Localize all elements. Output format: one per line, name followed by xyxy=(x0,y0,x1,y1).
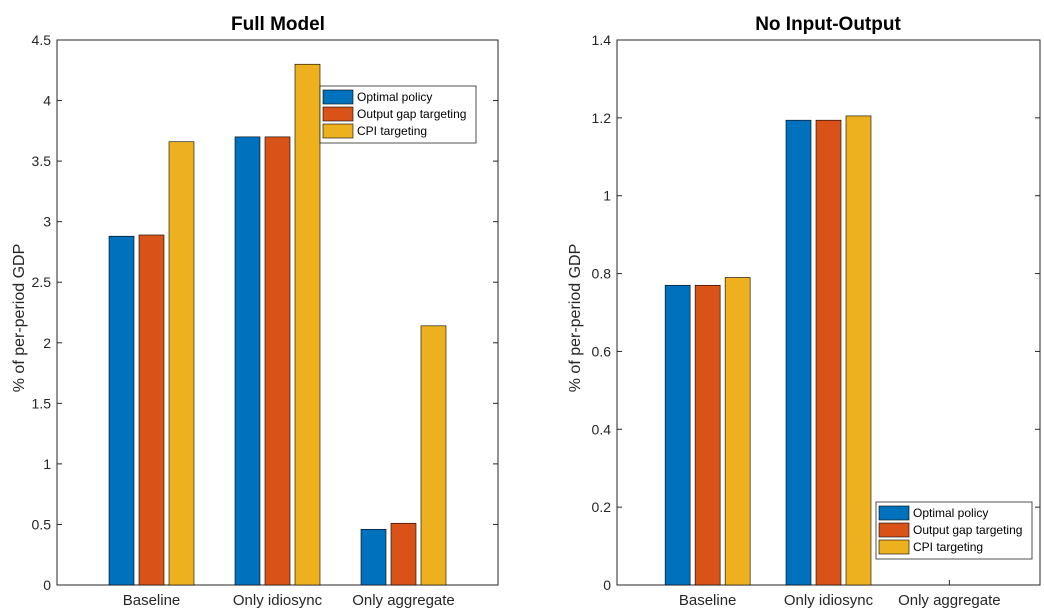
y-tick-label: 3 xyxy=(43,214,51,230)
legend-swatch xyxy=(322,89,354,105)
y-tick-label: 0.5 xyxy=(32,516,52,532)
legend-entry: CPI targeting xyxy=(357,124,427,138)
y-tick-label: 4 xyxy=(43,93,51,109)
bar xyxy=(138,234,165,586)
plot-area: 0 0.2 0.4 0.6 0.8 1 1.2 1.4 Baseline Only idiosyn… xyxy=(592,32,1041,609)
y-tick-label: 3.5 xyxy=(32,153,52,169)
legend-entry: Output gap targeting xyxy=(913,523,1022,537)
y-tick-label: 1.4 xyxy=(592,32,612,48)
bar xyxy=(264,136,291,586)
bar xyxy=(724,277,751,586)
y-tick-label: 1.5 xyxy=(32,395,52,411)
bar xyxy=(168,141,195,586)
legend-entry: Optimal policy xyxy=(357,90,432,104)
bar xyxy=(785,119,812,586)
legend-swatch xyxy=(878,505,910,521)
y-tick-label: 1.2 xyxy=(592,110,612,126)
bar xyxy=(108,235,135,586)
legend-entry: Output gap targeting xyxy=(357,107,466,121)
y-axis-label: % of per-period GDP xyxy=(567,244,584,393)
x-tick-label: Only idiosync xyxy=(233,592,323,609)
bar xyxy=(420,325,447,586)
x-tick-label: Only aggregate xyxy=(898,592,1001,609)
bar xyxy=(360,528,387,586)
bar xyxy=(845,115,872,586)
bar xyxy=(234,136,261,586)
plot-area: 0 0.5 1 1.5 2 2.5 3 3.5 4 4.5 Baseline Only idiosyn… xyxy=(32,32,499,609)
x-tick-label: Baseline xyxy=(679,592,737,609)
bar xyxy=(390,522,417,586)
y-tick-label: 2.5 xyxy=(32,274,52,290)
legend: Optimal policy Output gap targeting CPI ta… xyxy=(319,85,477,144)
y-tick-label: 0.2 xyxy=(592,499,612,515)
legend-swatch xyxy=(878,539,910,555)
x-tick-label: Only aggregate xyxy=(352,592,455,609)
bar xyxy=(815,119,842,586)
chart-title: No Input-Output xyxy=(755,14,901,35)
y-tick-label: 1 xyxy=(43,456,51,472)
chart-full-model: Full Model % of per-period GDP 0 0.5 1 1.5 2… xyxy=(11,14,499,609)
legend: Optimal policy Output gap targeting CPI ta… xyxy=(875,501,1033,560)
x-tick-label: Baseline xyxy=(123,592,181,609)
y-tick-label: 2 xyxy=(43,335,51,351)
chart-no-input-output: No Input-Output % of per-period GDP 0 0.2… xyxy=(567,14,1041,609)
y-tick-label: 0 xyxy=(603,577,611,593)
y-tick-label: 0 xyxy=(43,577,51,593)
legend-entry: CPI targeting xyxy=(913,540,983,554)
legend-swatch xyxy=(322,106,354,122)
bar xyxy=(694,284,721,586)
y-tick-label: 0.6 xyxy=(592,343,612,359)
bar xyxy=(664,284,691,586)
bar xyxy=(294,63,321,586)
chart-title: Full Model xyxy=(231,14,325,35)
y-tick-label: 4.5 xyxy=(32,32,52,48)
x-tick-label: Only idiosync xyxy=(784,592,874,609)
legend-swatch xyxy=(878,522,910,538)
y-tick-label: 0.4 xyxy=(592,421,612,437)
y-tick-label: 0.8 xyxy=(592,266,612,282)
legend-swatch xyxy=(322,123,354,139)
y-axis-label: % of per-period GDP xyxy=(11,244,28,393)
y-tick-label: 1 xyxy=(603,188,611,204)
legend-entry: Optimal policy xyxy=(913,506,988,520)
